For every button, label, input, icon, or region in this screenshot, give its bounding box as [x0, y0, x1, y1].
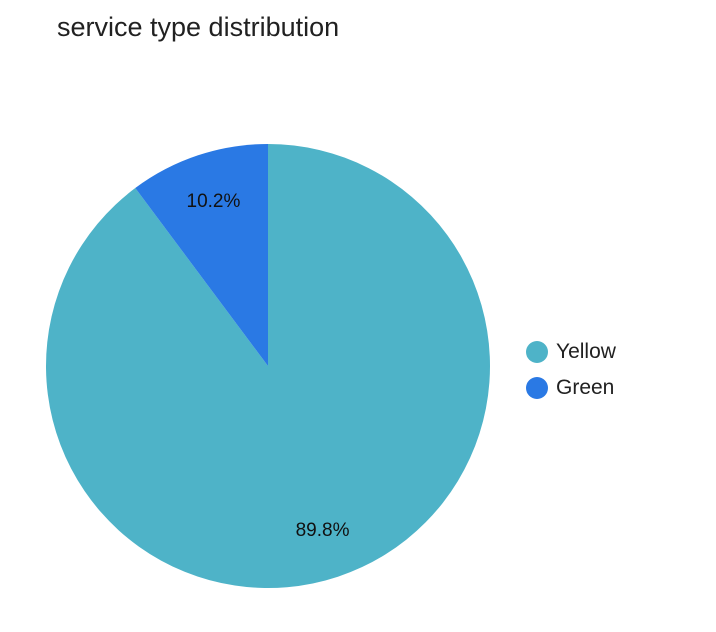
- chart-title: service type distribution: [57, 12, 340, 42]
- legend-item-yellow[interactable]: Yellow: [526, 334, 616, 370]
- pie-slice-green[interactable]: [135, 144, 268, 366]
- legend-swatch-yellow: [526, 341, 548, 363]
- legend-label-green: Green: [556, 376, 615, 399]
- legend-swatch-green: [526, 377, 548, 399]
- slice-label-green: 10.2%: [187, 191, 241, 212]
- legend: Yellow Green: [526, 334, 616, 406]
- slice-label-yellow: 89.8%: [296, 520, 350, 541]
- pie-slice-yellow[interactable]: [46, 144, 490, 589]
- legend-item-green[interactable]: Green: [526, 370, 616, 406]
- legend-label-yellow: Yellow: [556, 340, 616, 363]
